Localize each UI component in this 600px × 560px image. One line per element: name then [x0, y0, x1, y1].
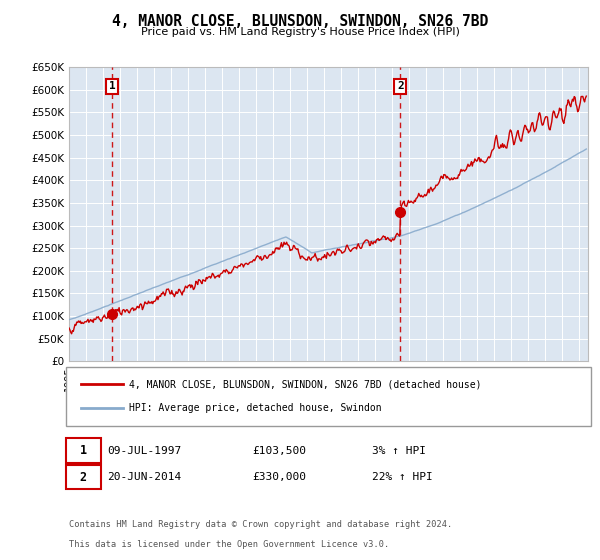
- Text: This data is licensed under the Open Government Licence v3.0.: This data is licensed under the Open Gov…: [69, 540, 389, 549]
- Text: 1: 1: [109, 81, 115, 91]
- Text: 20-JUN-2014: 20-JUN-2014: [107, 472, 181, 482]
- Text: £330,000: £330,000: [252, 472, 306, 482]
- Text: HPI: Average price, detached house, Swindon: HPI: Average price, detached house, Swin…: [129, 403, 382, 413]
- Text: 1: 1: [80, 444, 87, 458]
- Text: £103,500: £103,500: [252, 446, 306, 456]
- Text: 2: 2: [80, 470, 87, 484]
- Text: 09-JUL-1997: 09-JUL-1997: [107, 446, 181, 456]
- Text: 22% ↑ HPI: 22% ↑ HPI: [372, 472, 433, 482]
- Text: 2: 2: [397, 81, 404, 91]
- Text: 4, MANOR CLOSE, BLUNSDON, SWINDON, SN26 7BD (detached house): 4, MANOR CLOSE, BLUNSDON, SWINDON, SN26 …: [129, 380, 482, 390]
- Text: Price paid vs. HM Land Registry's House Price Index (HPI): Price paid vs. HM Land Registry's House …: [140, 27, 460, 37]
- Text: 4, MANOR CLOSE, BLUNSDON, SWINDON, SN26 7BD: 4, MANOR CLOSE, BLUNSDON, SWINDON, SN26 …: [112, 14, 488, 29]
- Text: 3% ↑ HPI: 3% ↑ HPI: [372, 446, 426, 456]
- Text: Contains HM Land Registry data © Crown copyright and database right 2024.: Contains HM Land Registry data © Crown c…: [69, 520, 452, 529]
